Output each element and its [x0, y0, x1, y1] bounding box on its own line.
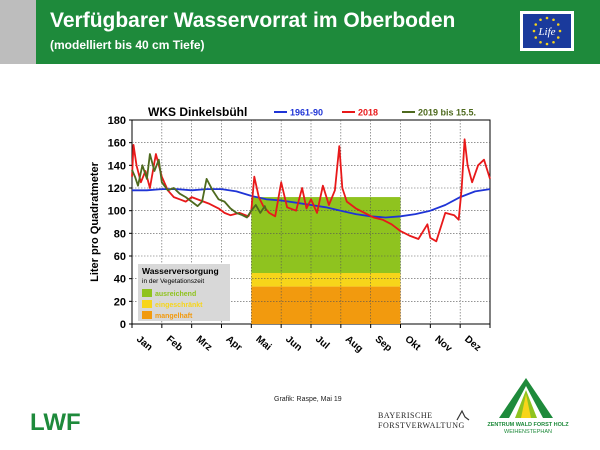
eu-star	[534, 23, 538, 26]
y-tick-label: 120	[108, 183, 126, 195]
x-tick-label: Feb	[164, 334, 185, 354]
x-tick-label: Dez	[462, 334, 483, 354]
lwf-logo-text: LWF	[30, 409, 80, 434]
y-axis-label: Liter pro Quadratmeter	[89, 161, 101, 282]
legend-label: 2018	[358, 108, 378, 118]
series-line-2019 bis 15.5.	[131, 153, 268, 219]
y-tick-label: 160	[108, 138, 126, 150]
eu-star	[539, 40, 542, 44]
zwf-line1: ZENTRUM WALD FORST HOLZ	[487, 422, 569, 428]
supply-legend-box	[138, 264, 230, 321]
y-tick-label: 60	[114, 251, 126, 263]
series-line-2018	[131, 138, 491, 243]
x-tick-label: Apr	[224, 334, 244, 354]
supply-legend-swatch	[142, 289, 152, 297]
supply-legend-label: eingeschränkt	[155, 302, 203, 309]
y-tick-label: 180	[108, 115, 126, 127]
eu-star	[552, 40, 555, 44]
eu-star	[556, 23, 560, 26]
y-tick-label: 40	[114, 274, 126, 286]
x-tick-label: Aug	[343, 334, 365, 355]
bayerische-forstverwaltung-logo: BAYERISCHE FORSTVERWALTUNG	[378, 411, 465, 431]
eu-star	[545, 42, 549, 46]
x-tick-label: Nov	[432, 334, 454, 355]
y-tick-label: 20	[114, 296, 126, 308]
eu-star	[556, 36, 560, 39]
legend-label: 1961-90	[290, 108, 323, 118]
y-tick-label: 0	[120, 319, 126, 331]
x-tick-label: Jan	[134, 334, 154, 354]
eu-star	[539, 18, 542, 22]
eu-star	[534, 36, 538, 39]
supply-legend-label: ausreichend	[155, 291, 196, 298]
y-tick-label: 140	[108, 160, 126, 172]
y-tick-label: 80	[114, 228, 126, 240]
series-line-1961-90	[132, 188, 491, 219]
x-tick-label: Jul	[313, 334, 331, 352]
legend-label: 2019 bis 15.5.	[418, 108, 476, 118]
zwf-line2: WEIHENSTEPHAN	[504, 429, 552, 435]
y-tick-label: 100	[108, 206, 126, 218]
bfv-mark-icon	[456, 409, 470, 421]
water-supply-chart: 0 20 40 60 80 100 120 140 160 180 Jan Feb Mrz Apr Mai…	[89, 105, 491, 355]
x-tick-label: Jun	[283, 334, 304, 354]
x-tick-label: Mai	[253, 334, 273, 353]
supply-block-ausreichend	[251, 197, 401, 273]
header-stripe	[0, 0, 36, 64]
supply-block-mangelhaft	[251, 286, 401, 324]
eu-star	[545, 16, 549, 20]
supply-legend-title: Wasserversorgung	[142, 266, 219, 276]
lwf-logo: LWF	[30, 409, 80, 434]
x-tick-label: Mrz	[194, 334, 214, 354]
x-tick-label: Okt	[403, 334, 423, 354]
supply-block-eingeschränkt	[251, 273, 401, 287]
supply-legend-swatch	[142, 311, 152, 319]
zwf-logo-icon	[499, 378, 553, 418]
eu-life-flag-icon: Life	[520, 11, 574, 51]
bfv-line1: BAYERISCHE	[378, 411, 433, 420]
supply-legend-swatch	[142, 300, 152, 308]
supply-legend-label: mangelhaft	[155, 313, 193, 320]
bfv-line2: FORSTVERWALTUNG	[378, 421, 465, 430]
eu-star	[558, 29, 562, 33]
zwf-logo-text: ZENTRUM WALD FORST HOLZ WEIHENSTEPHAN	[478, 422, 578, 436]
eu-star	[552, 18, 555, 22]
eu-life-logo: Life	[520, 11, 574, 51]
chart-credit: Grafik: Raspe, Mai 19	[274, 396, 342, 403]
page-subtitle: (modelliert bis 40 cm Tiefe)	[50, 38, 205, 52]
eu-star	[532, 29, 536, 33]
eu-life-text: Life	[537, 26, 555, 38]
header-bar: Verfügbarer Wasservorrat im Oberboden (m…	[0, 0, 600, 64]
page-title: Verfügbarer Wasservorrat im Oberboden	[50, 9, 456, 32]
chart-title: WKS Dinkelsbühl	[148, 105, 247, 119]
x-tick-label: Sep	[373, 334, 394, 354]
supply-legend-subtitle: in der Vegetationszeit	[142, 278, 204, 285]
